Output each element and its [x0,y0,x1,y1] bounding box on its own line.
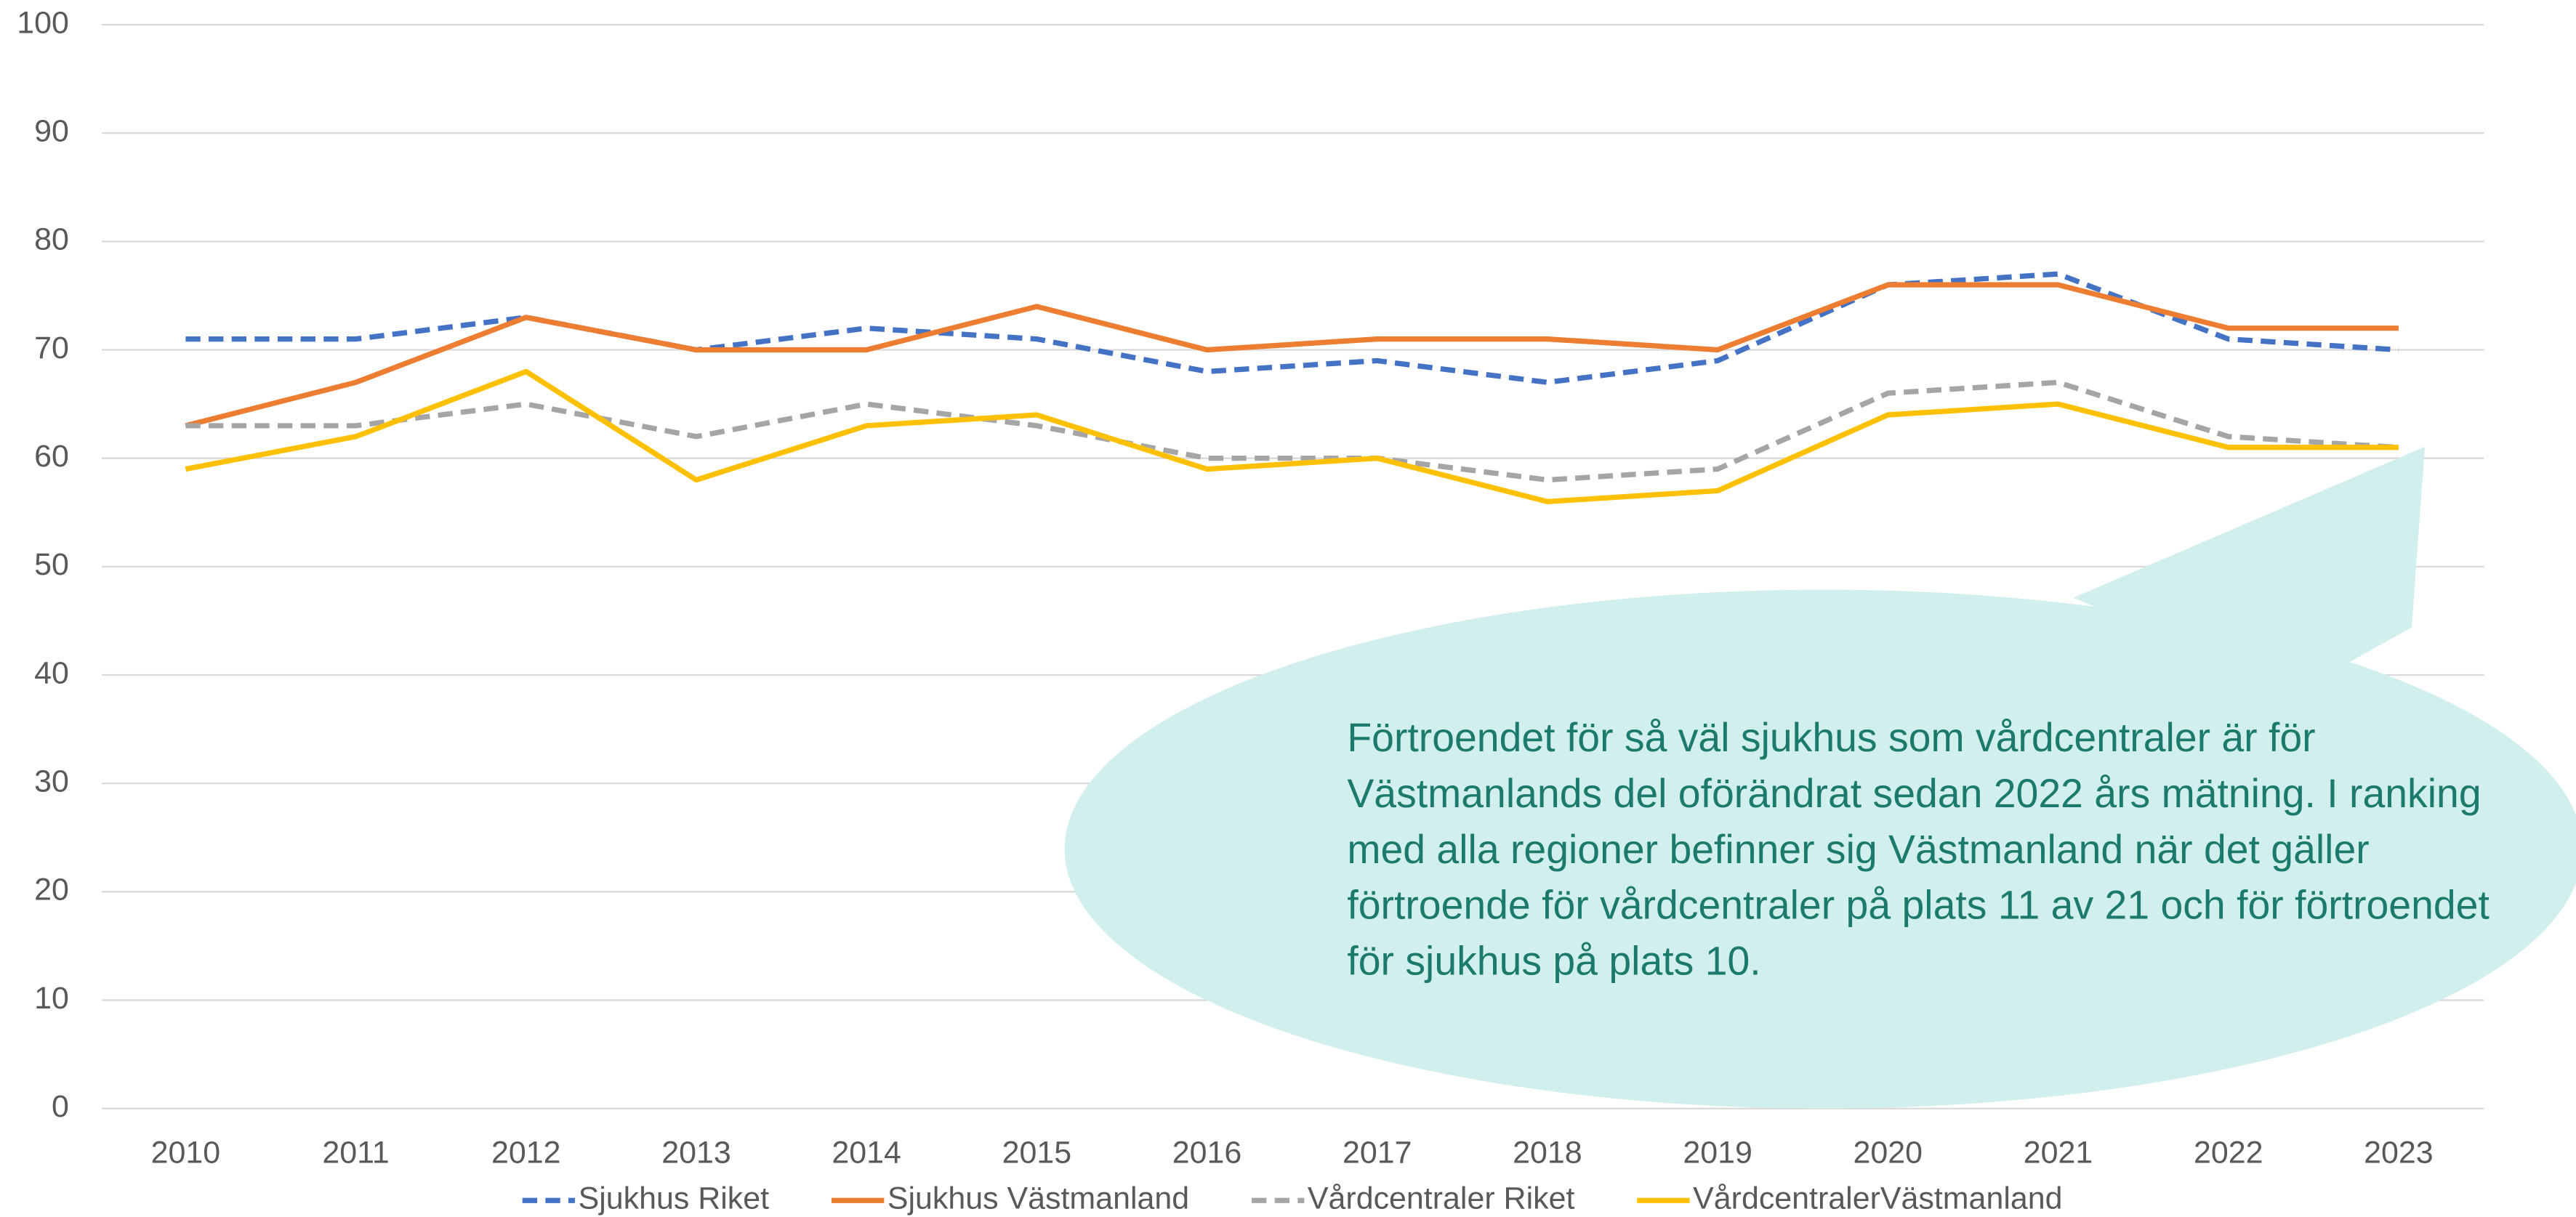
x-tick-label: 2018 [1513,1135,1582,1170]
y-tick-label: 10 [34,981,69,1016]
legend-label: Vårdcentraler Riket [1308,1181,1575,1216]
y-tick-label: 30 [34,764,69,799]
y-tick-label: 70 [34,331,69,365]
x-tick-label: 2014 [832,1135,901,1170]
callout-bubble [1064,589,2576,1109]
y-tick-label: 20 [34,873,69,907]
y-tick-label: 60 [34,439,69,474]
x-tick-label: 2020 [1853,1135,1923,1170]
annotation-text: förtroende för vårdcentraler på plats 11… [1347,883,2489,928]
annotation-text: Västmanlands del oförändrat sedan 2022 å… [1347,771,2481,816]
x-tick-label: 2016 [1172,1135,1242,1170]
callout-pointer [2073,446,2426,690]
legend: Sjukhus Riket Sjukhus Västmanland Vårdcent… [522,1181,2063,1216]
x-tick-label: 2019 [1683,1135,1752,1170]
x-tick-label: 2022 [2194,1135,2263,1170]
x-tick-label: 2011 [322,1135,389,1170]
series-line [185,379,2399,483]
y-tick-label: 50 [34,547,69,582]
y-tick-label: 80 [34,222,69,257]
x-tick-label: 2017 [1343,1135,1412,1170]
x-tick-label: 2012 [491,1135,561,1170]
series-line [185,271,2399,385]
annotation-text: för sjukhus på plats 10. [1347,938,1760,983]
series-line [185,282,2399,429]
legend-label: VårdcentralerVästmanland [1693,1181,2062,1216]
y-tick-label: 100 [17,5,69,40]
x-tick-label: 2010 [151,1135,221,1170]
annotation: Förtroendet för så väl sjukhus som vårdc… [1347,715,2489,983]
series-line [185,368,2399,504]
x-tick-label: 2021 [2024,1135,2093,1170]
legend-label: Sjukhus Riket [579,1181,770,1216]
x-tick-label: 2023 [2364,1135,2434,1170]
callout [1064,446,2576,1109]
y-tick-label: 0 [52,1089,69,1124]
x-tick-label: 2015 [1002,1135,1072,1170]
x-tick-label: 2013 [661,1135,731,1170]
y-tick-label: 40 [34,655,69,690]
annotation-text: Förtroendet för så väl sjukhus som vårdc… [1347,715,2315,760]
annotation-text: med alla regioner befinner sig Västmanla… [1347,827,2369,872]
lines [185,271,2399,504]
legend-label: Sjukhus Västmanland [887,1181,1189,1216]
y-tick-label: 90 [34,114,69,149]
